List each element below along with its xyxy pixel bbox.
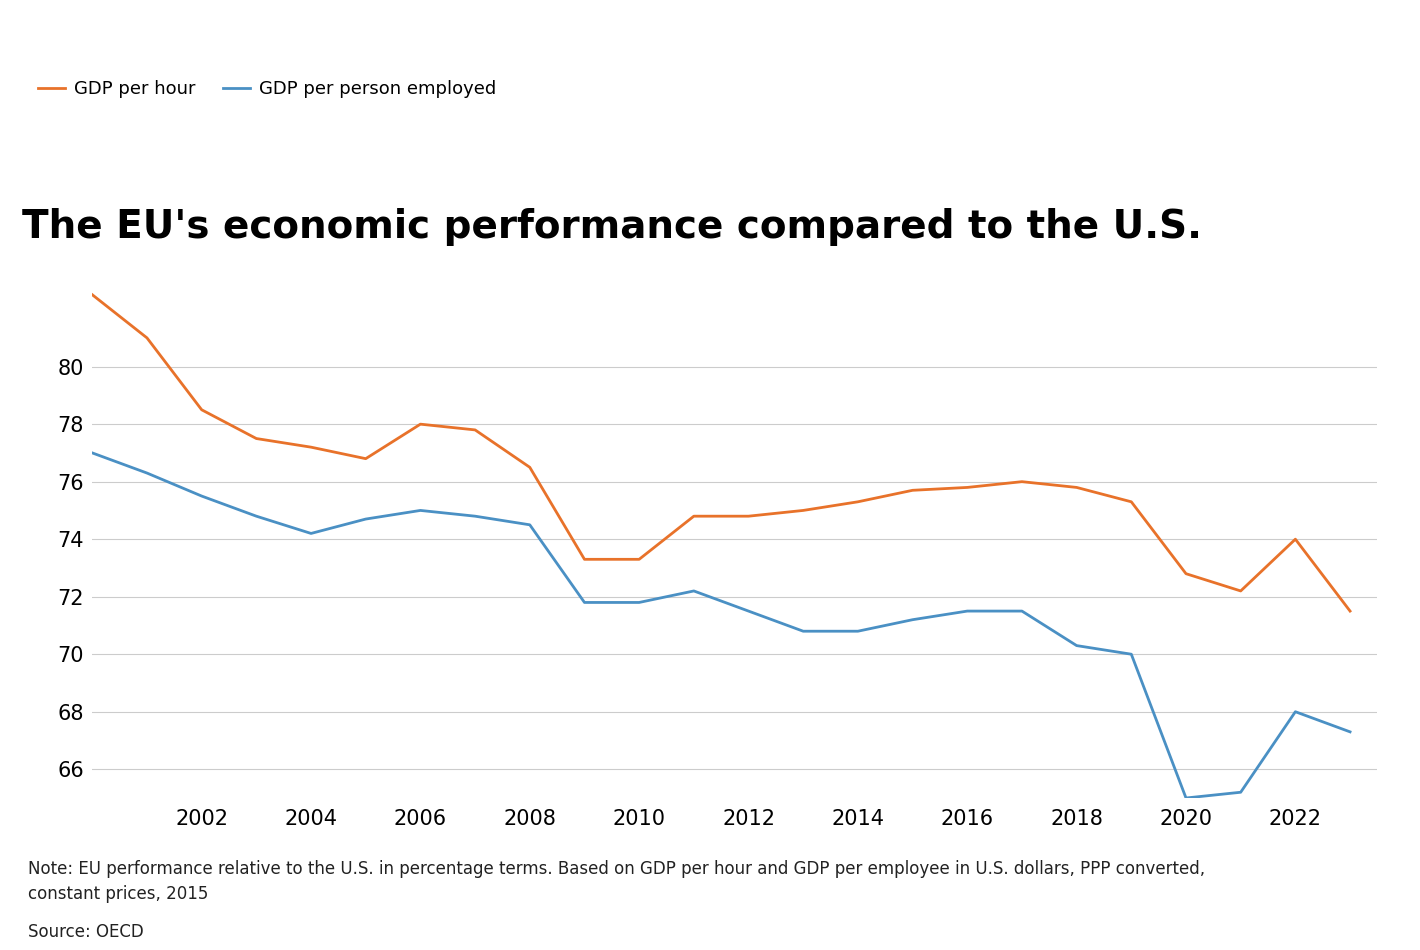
- Text: Source: OECD: Source: OECD: [28, 923, 145, 941]
- Legend: GDP per hour, GDP per person employed: GDP per hour, GDP per person employed: [31, 73, 503, 105]
- Text: The EU's economic performance compared to the U.S.: The EU's economic performance compared t…: [21, 208, 1201, 246]
- Text: Note: EU performance relative to the U.S. in percentage terms. Based on GDP per : Note: EU performance relative to the U.S…: [28, 860, 1206, 902]
